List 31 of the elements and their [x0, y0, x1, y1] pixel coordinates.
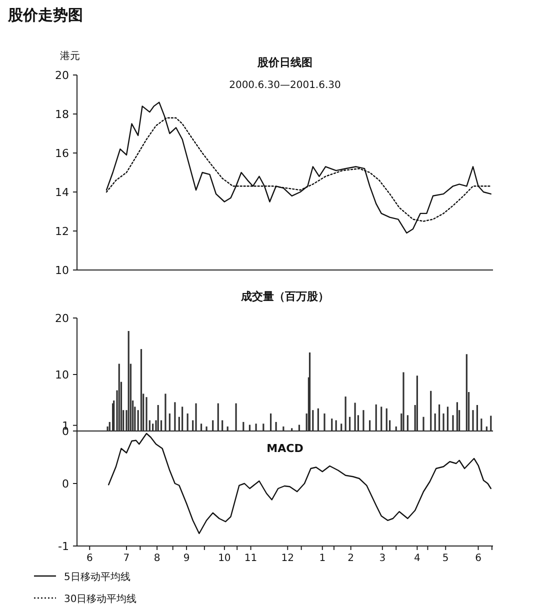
y-tick-label: 10	[55, 368, 69, 382]
x-tick-label: 6	[475, 553, 482, 564]
x-tick-label: 10	[218, 553, 231, 564]
y-tick-label: 20	[55, 312, 69, 325]
x-tick-label: 9	[183, 553, 190, 564]
y-tick-label: -1	[58, 540, 69, 553]
x-tick-label: 7	[123, 553, 130, 564]
legend-label: 30日移动平均线	[64, 593, 137, 605]
x-tick-label: 12	[281, 553, 294, 564]
x-tick-label: 4	[414, 553, 420, 564]
y-tick-label: 12	[55, 225, 69, 238]
text: 股价走势图	[7, 6, 83, 24]
chart-title: 股价日线图	[256, 56, 312, 69]
y-tick-label: 14	[55, 186, 69, 199]
y-tick-label: 18	[55, 108, 69, 121]
x-tick-label: 8	[154, 553, 160, 564]
chart-title: 成交量（百万股）	[240, 290, 329, 303]
x-tick-label: 6	[86, 553, 93, 564]
x-tick-label: 2	[348, 553, 354, 564]
legend-label: 5日移动平均线	[64, 571, 130, 583]
text: 2000.6.30—2001.6.30	[229, 80, 341, 91]
text: MACD	[266, 442, 304, 455]
x-tick-label: 3	[379, 553, 386, 564]
x-tick-label: 11	[244, 553, 258, 564]
y-tick-label: 20	[55, 69, 69, 82]
y-axis-title: 港元	[60, 50, 80, 62]
x-tick-label: 1	[319, 553, 326, 564]
y-tick-label: 0	[62, 478, 69, 490]
x-tick-label: 5	[442, 553, 449, 564]
y-tick-label: 16	[55, 147, 69, 160]
y-tick-label: 10	[55, 264, 69, 277]
